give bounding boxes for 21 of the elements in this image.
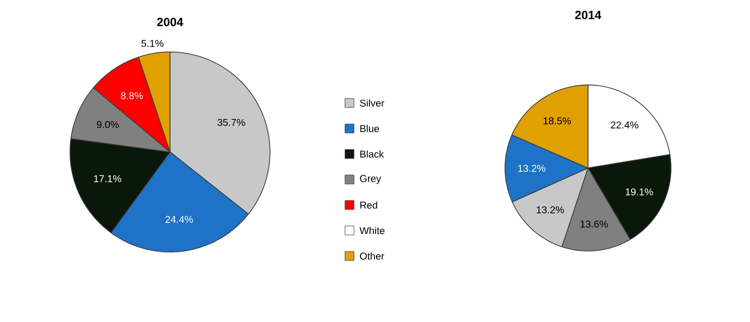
legend-label: Red [360,201,378,209]
data-label: 13.2% [518,164,546,172]
legend-label: Other [360,252,384,260]
legend-label: White [360,226,385,234]
data-label: 13.2% [536,206,564,214]
data-label: 8.8% [120,92,143,100]
data-label: 18.5% [544,117,571,124]
data-label: 22.4% [610,121,638,128]
data-label: 5.1% [142,40,164,47]
chart-title: 2014 [575,10,602,20]
legend-label: Black [360,150,384,158]
data-label: 13.6% [580,220,608,228]
legend-label: Grey [360,174,382,184]
data-label: 35.7% [217,118,245,126]
legend-label: Silver [360,99,384,107]
data-label: 17.1% [94,175,122,182]
chart-title: 2004 [157,18,184,26]
data-label: 9.0% [96,121,119,128]
data-label: 19.1% [626,188,653,196]
legend-label: Blue [360,124,380,132]
data-label: 24.4% [166,216,193,223]
